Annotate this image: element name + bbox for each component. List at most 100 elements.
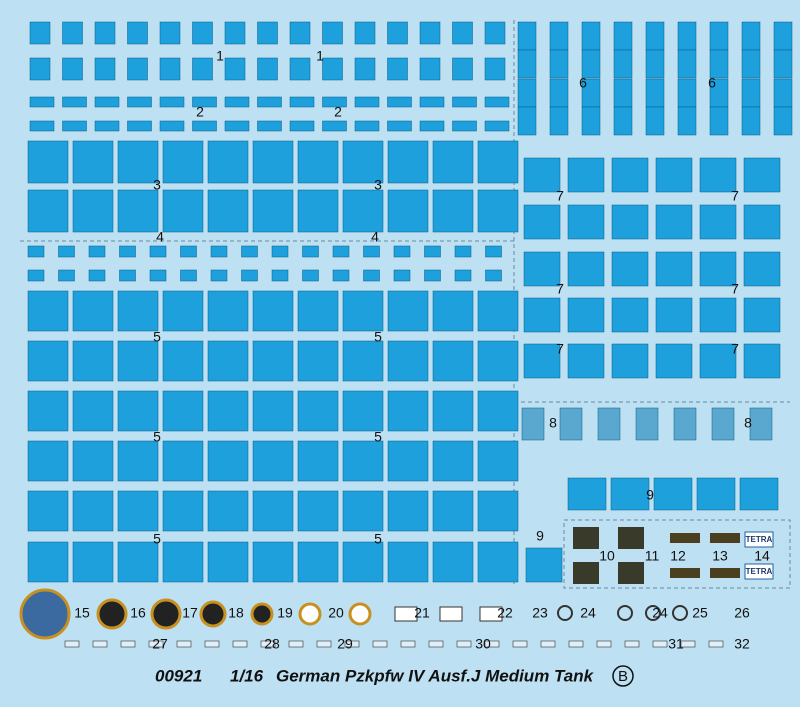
decal: [709, 21, 729, 51]
decal-number: 5: [153, 429, 161, 445]
small-plate: [624, 640, 640, 648]
decal: [29, 96, 55, 108]
decal: [477, 490, 519, 532]
gauge: [19, 588, 71, 640]
decal-number: 1: [216, 48, 224, 64]
decal-number: 24: [652, 605, 668, 621]
decal: [180, 245, 197, 258]
small-plate: [92, 640, 108, 648]
gauge: [250, 602, 274, 626]
small-plate: [260, 640, 276, 648]
decal: [297, 189, 339, 233]
decal: [699, 297, 737, 333]
decal: [611, 297, 649, 333]
decal: [424, 269, 441, 282]
decal: [485, 269, 502, 282]
product-code: 00921: [155, 666, 202, 685]
decal: [162, 290, 204, 332]
decal: [567, 251, 605, 287]
decal: [613, 106, 633, 136]
decal-number: 3: [153, 177, 161, 193]
panel: [439, 606, 463, 622]
decal-number: 5: [153, 329, 161, 345]
decal: [559, 407, 583, 441]
decal: [342, 290, 384, 332]
decal: [387, 290, 429, 332]
gauge: [348, 602, 372, 626]
decal: [29, 120, 55, 132]
small-plate: [372, 640, 388, 648]
decal: [241, 245, 258, 258]
decal: [342, 340, 384, 382]
plate: [710, 533, 740, 543]
decal: [432, 490, 474, 532]
dial: [672, 605, 688, 621]
decal: [289, 57, 311, 81]
decal: [387, 440, 429, 482]
decal: [424, 245, 441, 258]
decal-number: 14: [754, 548, 770, 564]
decal: [709, 49, 729, 79]
decal-number: 4: [156, 229, 164, 245]
decal: [387, 21, 408, 45]
decal: [342, 189, 384, 233]
decal: [549, 106, 569, 136]
decal: [477, 340, 519, 382]
decal: [257, 21, 278, 45]
decal-number: 7: [731, 281, 739, 297]
plate: [670, 533, 700, 543]
decal: [119, 269, 136, 282]
decal: [597, 407, 621, 441]
decal: [645, 49, 665, 79]
decal: [523, 204, 561, 240]
gauge: [96, 598, 128, 630]
decal: [521, 407, 545, 441]
decal: [387, 541, 429, 583]
decal: [27, 541, 69, 583]
decal: [773, 78, 793, 108]
decal: [387, 340, 429, 382]
decal: [743, 297, 781, 333]
decal: [477, 440, 519, 482]
decal-number: 6: [708, 75, 716, 91]
decal-number: 28: [264, 636, 280, 652]
decal: [484, 96, 510, 108]
decal: [127, 120, 152, 132]
decal: [180, 269, 197, 282]
decal: [773, 21, 793, 51]
decal: [207, 541, 249, 583]
small-plate: [400, 640, 416, 648]
decal: [62, 96, 87, 108]
decal-number: 27: [152, 636, 168, 652]
decal: [224, 120, 250, 132]
small-plate: [680, 640, 696, 648]
decal: [387, 390, 429, 432]
tetra-text: TETRA: [746, 535, 773, 544]
decal: [257, 57, 278, 81]
decal: [207, 140, 249, 184]
small-plate: [428, 640, 444, 648]
decal: [117, 440, 159, 482]
cut-box: [563, 519, 791, 589]
decal: [88, 245, 106, 258]
plate: [710, 568, 740, 578]
small-plate: [120, 640, 136, 648]
kit-title: German Pzkpfw IV Ausf.J Medium Tank: [276, 666, 595, 685]
decal: [635, 407, 659, 441]
decal: [432, 140, 474, 184]
decal: [72, 440, 114, 482]
decal: [452, 57, 473, 81]
decal: [289, 21, 311, 45]
decal: [94, 120, 120, 132]
decal: [289, 96, 315, 108]
decal: [567, 297, 605, 333]
decal: [88, 269, 106, 282]
decal-number: 15: [74, 605, 90, 621]
decal: [432, 189, 474, 233]
decal: [452, 120, 477, 132]
small-plate: [652, 640, 668, 648]
decal: [645, 106, 665, 136]
decal: [523, 297, 561, 333]
plate: [618, 562, 644, 584]
decal: [207, 390, 249, 432]
